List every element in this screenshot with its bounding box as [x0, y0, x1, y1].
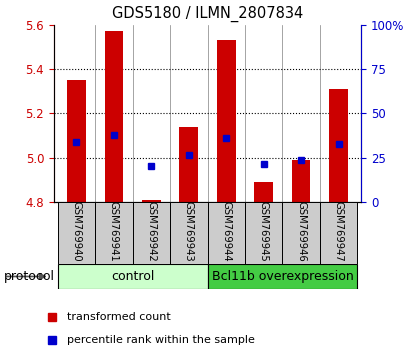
Text: GSM769941: GSM769941	[109, 201, 119, 262]
Text: percentile rank within the sample: percentile rank within the sample	[67, 335, 255, 346]
Bar	[245, 202, 282, 264]
Text: Bcl11b overexpression: Bcl11b overexpression	[212, 270, 353, 282]
Bar	[142, 200, 161, 202]
Text: control: control	[111, 270, 154, 282]
Bar	[95, 202, 133, 264]
Text: GSM769942: GSM769942	[146, 201, 156, 262]
Text: GSM769940: GSM769940	[71, 201, 81, 262]
Bar	[58, 264, 208, 289]
Bar	[170, 202, 208, 264]
Text: protocol: protocol	[4, 270, 55, 282]
Text: GSM769943: GSM769943	[184, 201, 194, 262]
Text: transformed count: transformed count	[67, 312, 171, 322]
Bar	[58, 202, 95, 264]
Bar	[133, 202, 170, 264]
Text: GSM769946: GSM769946	[296, 201, 306, 262]
Bar	[217, 40, 236, 202]
Bar	[179, 127, 198, 202]
Bar	[320, 202, 357, 264]
Bar	[329, 89, 348, 202]
Bar	[67, 80, 86, 202]
Title: GDS5180 / ILMN_2807834: GDS5180 / ILMN_2807834	[112, 6, 303, 22]
Bar	[254, 182, 273, 202]
Bar	[208, 264, 357, 289]
Text: GSM769945: GSM769945	[259, 201, 269, 262]
Bar	[292, 160, 310, 202]
Text: GSM769944: GSM769944	[221, 201, 231, 262]
Bar	[282, 202, 320, 264]
Bar	[208, 202, 245, 264]
Text: GSM769947: GSM769947	[334, 201, 344, 262]
Bar	[105, 32, 123, 202]
